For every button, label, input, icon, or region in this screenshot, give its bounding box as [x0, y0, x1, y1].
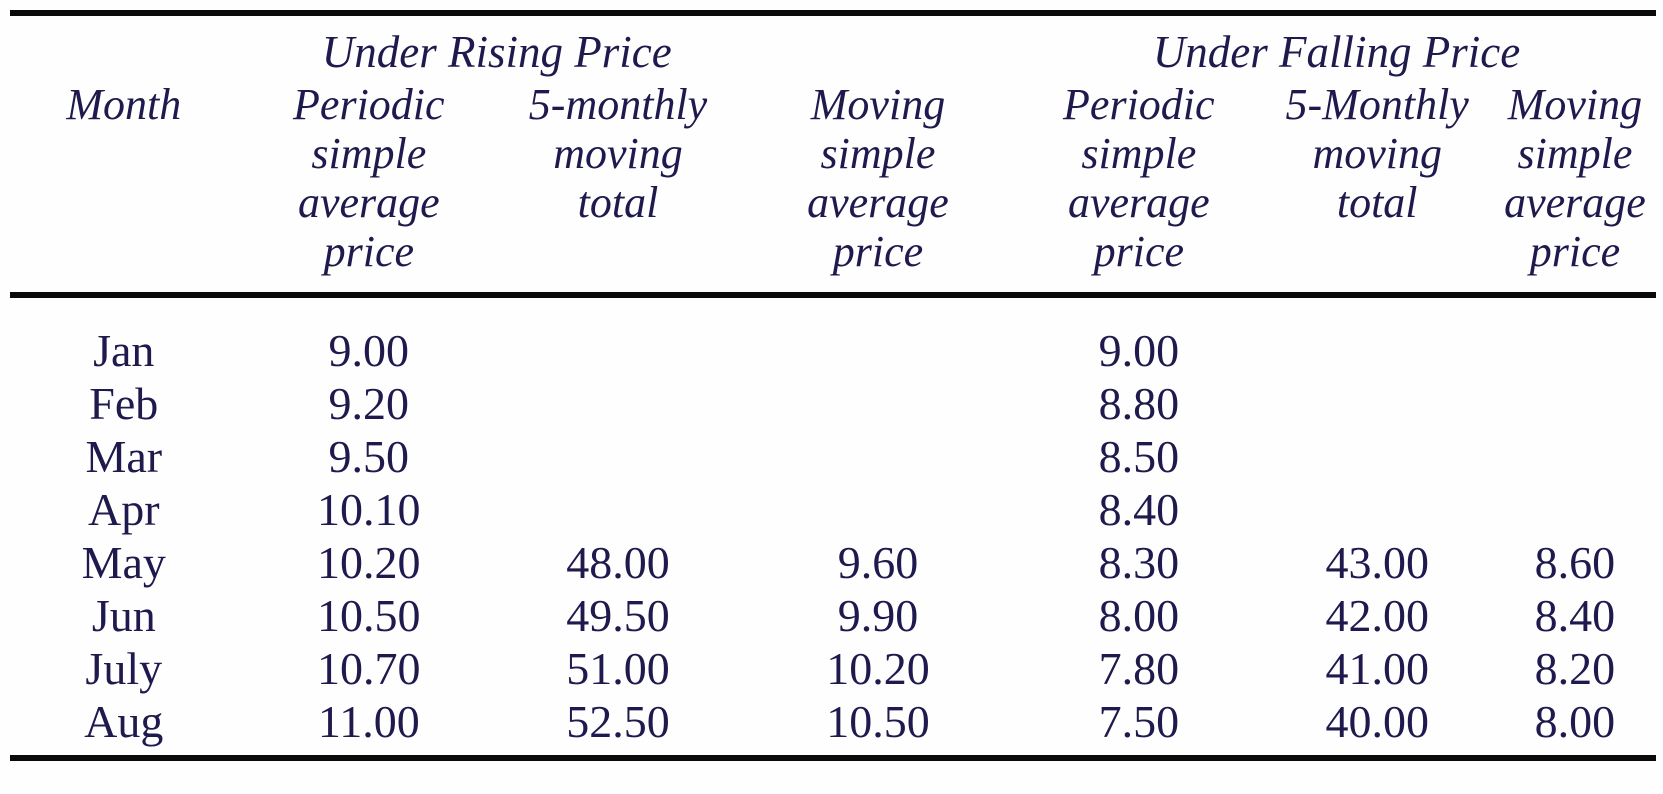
table-cell-value: 9.90 — [837, 590, 919, 641]
table-cell-month: May — [81, 537, 166, 588]
table-cell-value: 8.00 — [1534, 696, 1616, 747]
table-cell-value: 8.50 — [1098, 431, 1180, 482]
table-cell-value: 10.20 — [317, 537, 421, 588]
table-cell-month: Jan — [93, 325, 155, 376]
table-cell-month: Jun — [91, 590, 156, 641]
table-cell-value: 11.00 — [317, 696, 420, 747]
table-cell-value: 49.50 — [566, 590, 670, 641]
table-cell-month: Apr — [87, 484, 160, 535]
top-rule — [10, 10, 1656, 16]
group-header-spacer — [0, 16, 248, 80]
table-cell-month: Aug — [84, 696, 164, 747]
table-cell-value: 43.00 — [1325, 537, 1429, 588]
table-cell-value — [746, 430, 1010, 483]
table-cell-month: July — [85, 643, 163, 694]
table-cell-value: 8.00 — [1098, 590, 1180, 641]
table-cell-value — [746, 483, 1010, 536]
column-header-row: Month Periodic simple average price 5-mo… — [0, 80, 1663, 292]
table-row: Jun 10.50 49.50 9.90 8.00 42.00 8.40 — [0, 589, 1663, 642]
table-cell-value — [490, 377, 746, 430]
group-header-row: Under Rising Price Under Falling Price — [0, 16, 1663, 80]
table-cell-value — [746, 377, 1010, 430]
column-header-falling-moving-avg: Moving simple average price — [1504, 80, 1646, 276]
table-cell-value: 8.20 — [1534, 643, 1616, 694]
table-row: Mar 9.50 8.50 — [0, 430, 1663, 483]
table-cell-value: 10.50 — [826, 696, 930, 747]
group-header-spacer — [746, 16, 1010, 80]
column-header-rising-moving-avg: Moving simple average price — [807, 80, 949, 276]
table-row: Jan 9.00 9.00 — [0, 324, 1663, 377]
column-header-falling-moving-total: 5-Monthly moving total — [1285, 80, 1469, 227]
table-row: Apr 10.10 8.40 — [0, 483, 1663, 536]
table-cell-value: 52.50 — [566, 696, 670, 747]
table-cell-value — [1487, 377, 1663, 430]
table-cell-value — [1487, 483, 1663, 536]
table-cell-value: 9.60 — [837, 537, 919, 588]
column-header-rising-moving-total: 5-monthly moving total — [528, 80, 708, 227]
table-cell-value: 9.20 — [328, 378, 410, 429]
table-cell-value: 8.30 — [1098, 537, 1180, 588]
table-cell-value: 41.00 — [1325, 643, 1429, 694]
table-cell-value: 10.10 — [317, 484, 421, 535]
header-rule — [10, 292, 1656, 298]
table-cell-month: Mar — [85, 431, 163, 482]
group-header-rising: Under Rising Price — [321, 27, 672, 77]
table-cell-value — [1487, 324, 1663, 377]
table-cell-value: 10.70 — [317, 643, 421, 694]
price-table-header: Under Rising Price Under Falling Price M… — [0, 16, 1663, 292]
table-cell-value: 8.40 — [1098, 484, 1180, 535]
table-cell-value: 8.60 — [1534, 537, 1616, 588]
table-cell-value: 10.20 — [826, 643, 930, 694]
table-cell-value: 7.80 — [1098, 643, 1180, 694]
table-cell-value — [1268, 483, 1487, 536]
table-cell-value: 9.00 — [328, 325, 410, 376]
table-row: May 10.20 48.00 9.60 8.30 43.00 8.60 — [0, 536, 1663, 589]
table-cell-value: 8.80 — [1098, 378, 1180, 429]
table-cell-value — [490, 430, 746, 483]
table-cell-value: 8.40 — [1534, 590, 1616, 641]
table-cell-value: 10.50 — [317, 590, 421, 641]
table-row: Feb 9.20 8.80 — [0, 377, 1663, 430]
column-header-rising-periodic-avg: Periodic simple average price — [293, 80, 445, 276]
table-cell-value: 40.00 — [1325, 696, 1429, 747]
table-row: Aug 11.00 52.50 10.50 7.50 40.00 8.00 — [0, 695, 1663, 748]
table-row: July 10.70 51.00 10.20 7.80 41.00 8.20 — [0, 642, 1663, 695]
column-header-month: Month — [66, 80, 182, 129]
table-cell-value: 7.50 — [1098, 696, 1180, 747]
table-cell-value: 42.00 — [1325, 590, 1429, 641]
table-cell-value: 51.00 — [566, 643, 670, 694]
table-cell-value — [490, 483, 746, 536]
table-cell-value: 48.00 — [566, 537, 670, 588]
price-table-body: Jan 9.00 9.00 Feb 9.20 8.80 Mar 9.50 — [0, 324, 1663, 748]
table-cell-value — [1487, 430, 1663, 483]
table-cell-value — [490, 324, 746, 377]
table-cell-value: 9.00 — [1098, 325, 1180, 376]
table-cell-value — [1268, 430, 1487, 483]
table-cell-value — [1268, 324, 1487, 377]
table-cell-value — [1268, 377, 1487, 430]
table-cell-month: Feb — [89, 378, 159, 429]
group-header-falling: Under Falling Price — [1152, 27, 1521, 77]
column-header-falling-periodic-avg: Periodic simple average price — [1063, 80, 1215, 276]
table-cell-value — [746, 324, 1010, 377]
bottom-rule — [10, 755, 1656, 761]
table-cell-value: 9.50 — [328, 431, 410, 482]
